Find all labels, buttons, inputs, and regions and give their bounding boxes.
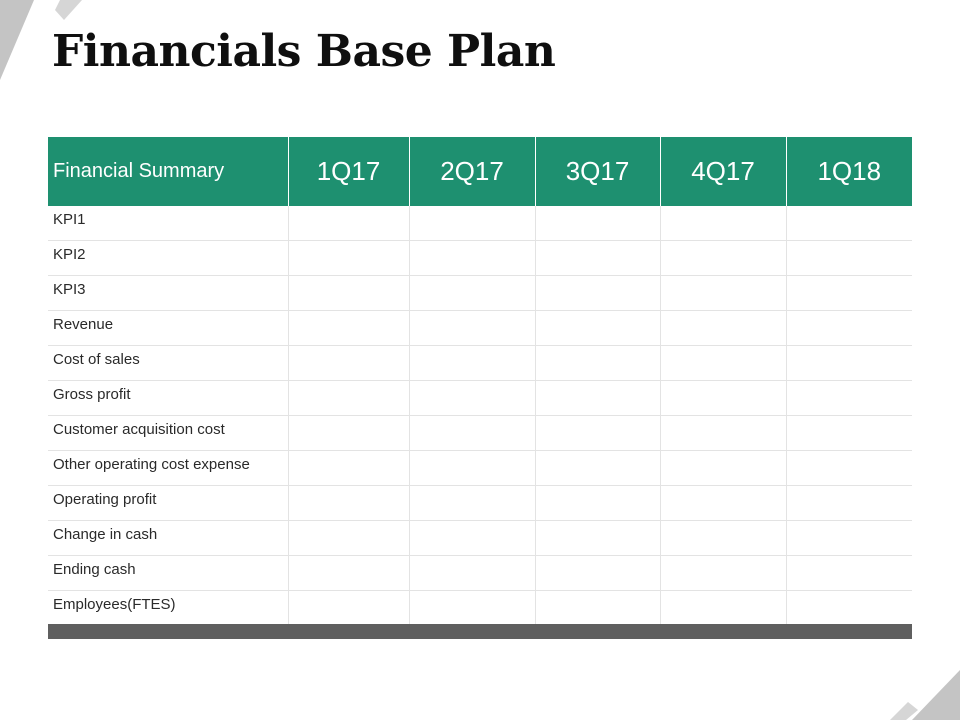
- table-row: Ending cash: [48, 555, 912, 591]
- table-cell: [287, 590, 409, 625]
- row-label-change-in-cash: Change in cash: [48, 520, 288, 556]
- table-row: Revenue: [48, 310, 912, 346]
- table-cell: [785, 450, 912, 486]
- table-cell: [659, 380, 786, 416]
- table-cell: [534, 450, 660, 486]
- header-period-4q17: 4Q17: [659, 137, 786, 206]
- table-cell: [659, 240, 786, 276]
- table-cell: [785, 345, 912, 381]
- table-footer-bar: [48, 624, 912, 639]
- table-cell: [534, 345, 660, 381]
- table-cell: [534, 380, 660, 416]
- row-label-employees-ftes: Employees(FTES): [53, 596, 176, 613]
- row-label-kpi3: KPI3: [48, 275, 288, 311]
- table-cell: [534, 590, 660, 625]
- table-row: Gross profit: [48, 380, 912, 416]
- table-cell: [287, 380, 409, 416]
- table-cell: [408, 310, 535, 346]
- header-period-1q17: 1Q17: [287, 137, 409, 206]
- table-row: Change in cash: [48, 520, 912, 556]
- table-cell: [287, 520, 409, 556]
- row-label-other-operating-cost-expense: Other operating cost expense: [48, 450, 288, 486]
- table-cell: [408, 520, 535, 556]
- row-label-revenue: Revenue: [48, 310, 288, 346]
- table-cell: [408, 555, 535, 591]
- table-cell: [534, 415, 660, 451]
- table-cell: [785, 310, 912, 346]
- table-row: Customer acquisition cost: [48, 415, 912, 451]
- table-cell: [287, 415, 409, 451]
- table-cell: [534, 275, 660, 311]
- table-cell: [659, 206, 786, 241]
- table-cell: [785, 380, 912, 416]
- table-cell: [785, 275, 912, 311]
- table-cell: [785, 520, 912, 556]
- table-cell: [659, 275, 786, 311]
- table-cell: [659, 450, 786, 486]
- row-label-gross-profit: Gross profit: [48, 380, 288, 416]
- header-period-2q17: 2Q17: [408, 137, 535, 206]
- table-cell: [408, 345, 535, 381]
- corner-decoration-bottom-right: [890, 670, 960, 720]
- header-period-3q17: 3Q17: [534, 137, 660, 206]
- table-cell: [659, 415, 786, 451]
- table-row: KPI3: [48, 275, 912, 311]
- table-cell: [785, 590, 912, 625]
- table-row: Cost of sales: [48, 345, 912, 381]
- table-row: Employees(FTES): [48, 590, 912, 625]
- table-cell: [785, 485, 912, 521]
- row-label-ending-cash: Ending cash: [48, 555, 288, 591]
- table-cell: [408, 206, 535, 241]
- table-cell: [287, 310, 409, 346]
- table-cell: [287, 555, 409, 591]
- table-cell: [408, 590, 535, 625]
- table-cell: [785, 206, 912, 241]
- header-financial-summary: Financial Summary: [48, 137, 288, 206]
- table-cell: [408, 275, 535, 311]
- table-cell: [785, 555, 912, 591]
- table-cell: [534, 310, 660, 346]
- table-cell: [408, 240, 535, 276]
- table-cell: [408, 380, 535, 416]
- table-cell: [534, 520, 660, 556]
- table-row: KPI1: [48, 206, 912, 241]
- table-cell: [785, 240, 912, 276]
- table-cell: [287, 206, 409, 241]
- table-cell: [408, 450, 535, 486]
- table-cell: [534, 206, 660, 241]
- table-cell: [785, 415, 912, 451]
- table-cell: [659, 520, 786, 556]
- table-cell: [534, 555, 660, 591]
- table-cell: [659, 555, 786, 591]
- table-cell: [287, 345, 409, 381]
- table-cell: [659, 590, 786, 625]
- table-cell: [534, 485, 660, 521]
- table-cell: [408, 485, 535, 521]
- table-row: KPI2: [48, 240, 912, 276]
- table-cell: [659, 345, 786, 381]
- table-header-row: Financial Summary 1Q17 2Q17 3Q17 4Q17 1Q…: [48, 137, 912, 206]
- row-label-operating-profit: Operating profit: [48, 485, 288, 521]
- row-label-cost-of-sales: Cost of sales: [48, 345, 288, 381]
- table-cell: [534, 240, 660, 276]
- table-row: Operating profit: [48, 485, 912, 521]
- table-cell: [287, 240, 409, 276]
- corner-decoration-top-left: [0, 0, 82, 80]
- financial-summary-table: Financial Summary 1Q17 2Q17 3Q17 4Q17 1Q…: [48, 137, 912, 625]
- table-cell: [659, 310, 786, 346]
- table-cell: [287, 275, 409, 311]
- table-cell: [659, 485, 786, 521]
- slide-title: Financials Base Plan: [52, 26, 556, 77]
- table-row: Other operating cost expense: [48, 450, 912, 486]
- row-label-kpi1: KPI1: [48, 206, 288, 241]
- row-label-customer-acquisition-cost: Customer acquisition cost: [48, 415, 288, 451]
- table-cell: [287, 450, 409, 486]
- table-cell: [408, 415, 535, 451]
- row-label-kpi2: KPI2: [48, 240, 288, 276]
- header-period-1q18: 1Q18: [785, 137, 912, 206]
- table-cell: [287, 485, 409, 521]
